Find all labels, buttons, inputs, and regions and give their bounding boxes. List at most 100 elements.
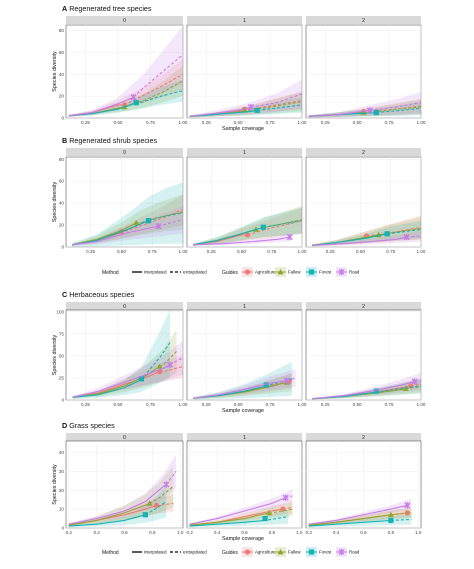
ci-band-fallow <box>312 380 421 400</box>
x-tick-label: 0.4 <box>214 530 221 535</box>
x-tick-label: 1.00 <box>298 120 307 125</box>
observed-point-forest <box>388 517 394 524</box>
x-tick-label: 0.2 <box>306 530 313 535</box>
observed-point-forest <box>262 515 268 522</box>
y-tick-label: 25 <box>59 376 65 381</box>
facet-strip-label: 0 <box>123 18 126 24</box>
ci-band-road <box>72 205 183 246</box>
y-tick-label: 0 <box>61 398 64 403</box>
interpolated-line-road <box>68 96 134 117</box>
y-tick-label: 0 <box>61 526 64 531</box>
interpolated-line-road <box>308 504 408 525</box>
y-axis-label: Species diversity <box>52 51 58 92</box>
legend-method-title: Method <box>102 270 119 276</box>
facet-strip <box>66 433 183 441</box>
x-axis-label: Sample coverage <box>222 126 264 132</box>
panel-letter: B <box>62 136 67 145</box>
x-tick-label: 1.00 <box>417 402 426 407</box>
y-tick-label: 40 <box>59 450 65 455</box>
legend-interpolated-label: interpolated <box>144 270 167 275</box>
interpolated-line-road <box>193 236 290 246</box>
facet-2: 2 0.25 0.50 0.75 1.00 <box>305 302 426 407</box>
panel-letter: D <box>62 421 67 430</box>
y-tick-label: 100 <box>56 309 64 314</box>
observed-point-road <box>163 481 170 488</box>
y-tick-label: 20 <box>59 223 65 228</box>
ci-band-fallow <box>72 194 183 246</box>
legend-key-marker <box>338 548 345 556</box>
legend-extrapolated-label: extrapolated <box>183 270 207 275</box>
y-tick-label: 40 <box>59 201 65 206</box>
x-tick-label: 0.75 <box>266 120 275 125</box>
x-tick-label: 0.75 <box>386 249 395 254</box>
interpolated-line-road <box>193 380 287 399</box>
x-tick-label: 0.75 <box>267 249 276 254</box>
x-tick-label: 0.25 <box>321 120 330 125</box>
observed-point-road <box>404 502 411 509</box>
ci-band-agriculture <box>72 354 183 399</box>
facet-strip-label: 0 <box>123 150 126 156</box>
y-tick-label: 30 <box>59 469 65 474</box>
observed-point-road <box>411 378 418 385</box>
y-tick-label: 60 <box>59 179 65 184</box>
x-tick-label: 1.00 <box>179 402 188 407</box>
interpolated-line-forest <box>192 226 264 246</box>
legend-guide-road: Road <box>349 550 360 555</box>
facet-strip-label: 1 <box>243 150 246 156</box>
x-tick-label: 0.25 <box>81 402 90 407</box>
facet-strip <box>187 16 302 24</box>
observed-point-forest <box>254 107 260 113</box>
observed-point-fallow <box>133 219 140 226</box>
x-tick-label: 0.75 <box>385 402 394 407</box>
extrapolated-line-forest <box>390 518 412 521</box>
ci-band-agriculture <box>189 91 302 118</box>
extrapolated-line-fallow <box>390 512 412 516</box>
legend-guide-fallow: Fallow <box>288 270 301 275</box>
extrapolated-line-forest <box>145 501 167 516</box>
x-tick-label: 0.50 <box>114 120 123 125</box>
x-tick-label: 1.0 <box>296 530 303 535</box>
interpolated-line-road <box>72 225 159 246</box>
observed-point-forest <box>138 376 144 382</box>
panel-title-text: Grass species <box>67 421 115 430</box>
ci-band-fallow <box>68 465 174 527</box>
extrapolated-line-road <box>286 377 296 382</box>
legend-extrapolated-label: extrapolated <box>183 550 207 555</box>
x-tick-label: 1.00 <box>179 249 188 254</box>
x-axis-label: Sample coverage <box>222 536 264 542</box>
ci-band-road <box>193 369 296 399</box>
x-tick-label: 0.50 <box>353 402 362 407</box>
legend-key-marker <box>244 549 251 555</box>
extrapolated-line-road <box>406 235 422 238</box>
observed-point-forest <box>142 512 148 518</box>
x-tick-label: 1.00 <box>179 120 188 125</box>
extrapolated-line-road <box>169 357 184 366</box>
extrapolated-line-forest <box>148 212 184 222</box>
ci-band-forest <box>189 96 302 118</box>
ci-band-agriculture <box>308 98 421 118</box>
legends-layer: Method interpolated extrapolated Guides Agri… <box>102 267 360 557</box>
extrapolated-line-forest <box>263 220 303 228</box>
facet-strip <box>306 433 421 441</box>
legend: Method interpolated extrapolated Guides Agri… <box>102 547 360 557</box>
observed-point-road <box>286 234 293 241</box>
chart-panel-a: A Regenerated tree species Species divers… <box>52 4 426 132</box>
ci-band-forest <box>193 207 302 246</box>
panel-letter: C <box>62 290 67 299</box>
x-axis-label: Sample coverage <box>222 408 264 414</box>
observed-point-forest <box>263 382 269 388</box>
chart-panel-d: D Grass species Species diversity 0 0 10 20 30… <box>52 421 422 542</box>
facet-strip-label: 2 <box>362 150 365 156</box>
observed-point-forest <box>260 224 266 230</box>
x-tick-label: 0.50 <box>114 402 123 407</box>
facet-strip-label: 2 <box>362 304 365 310</box>
ci-band-road <box>189 79 302 118</box>
observed-point-road <box>283 377 290 384</box>
y-tick-label: 20 <box>59 94 65 99</box>
x-tick-label: 0.25 <box>86 249 95 254</box>
x-tick-label: 0.50 <box>353 120 362 125</box>
legend-guide-fallow: Fallow <box>288 550 301 555</box>
interpolated-line-fallow <box>189 512 270 526</box>
y-tick-label: 40 <box>59 72 65 77</box>
ci-band-fallow <box>72 329 177 399</box>
